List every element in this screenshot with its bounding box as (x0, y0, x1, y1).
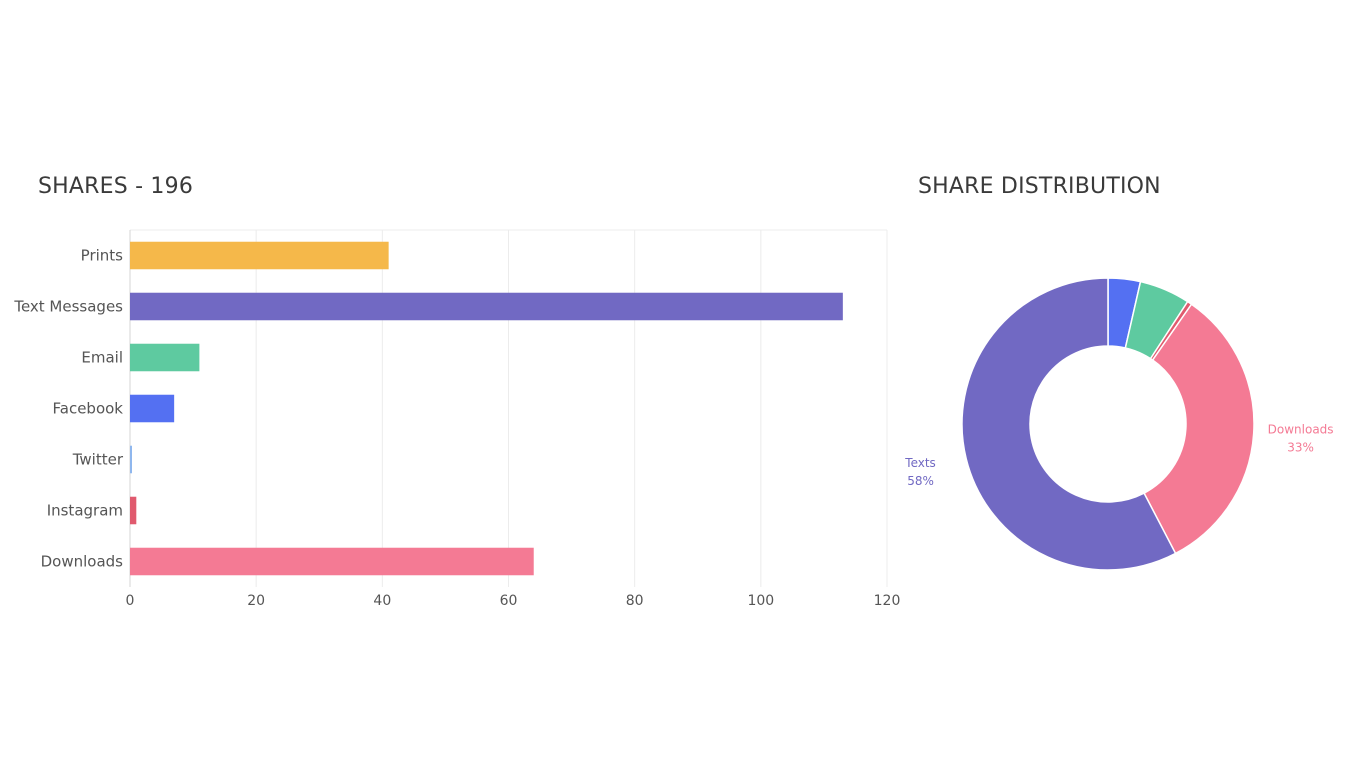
donut-slice-label: Downloads (1268, 422, 1334, 436)
x-tick-label: 0 (126, 593, 135, 609)
bar-email[interactable] (130, 343, 200, 372)
bar-downloads[interactable] (130, 547, 534, 576)
bar-twitter[interactable] (130, 445, 132, 474)
bar-text-messages[interactable] (130, 292, 843, 321)
x-tick-label: 120 (874, 593, 900, 609)
x-tick-label: 40 (373, 593, 391, 609)
y-category-label: Facebook (53, 400, 124, 418)
shares-bar-chart: 0 20 40 60 80 100 120 Prints Text Messages Email F… (13, 229, 900, 609)
x-tick-label: 60 (500, 593, 518, 609)
y-category-label: Prints (81, 247, 124, 265)
y-category-label: Twitter (72, 451, 124, 469)
x-tick-label: 80 (626, 593, 644, 609)
donut-slice-percent: 33% (1287, 440, 1314, 454)
bar-chart-title: SHARES - 196 (38, 174, 194, 199)
x-tick-label: 100 (747, 593, 774, 609)
bar-instagram[interactable] (130, 496, 137, 525)
y-category-label: Instagram (47, 502, 123, 520)
y-category-label: Email (81, 349, 123, 367)
donut-slice-downloads[interactable] (1143, 303, 1255, 555)
y-category-label: Downloads (41, 553, 124, 571)
donut-chart-title: SHARE DISTRIBUTION (918, 174, 1161, 199)
bar-facebook[interactable] (130, 394, 175, 423)
donut-slice-label: Texts (904, 456, 936, 470)
bar-prints[interactable] (130, 241, 389, 270)
y-category-label: Text Messages (13, 298, 123, 316)
x-tick-label: 20 (247, 593, 265, 609)
donut-slice-texts[interactable] (961, 277, 1177, 571)
donut-slice-percent: 58% (907, 474, 934, 488)
